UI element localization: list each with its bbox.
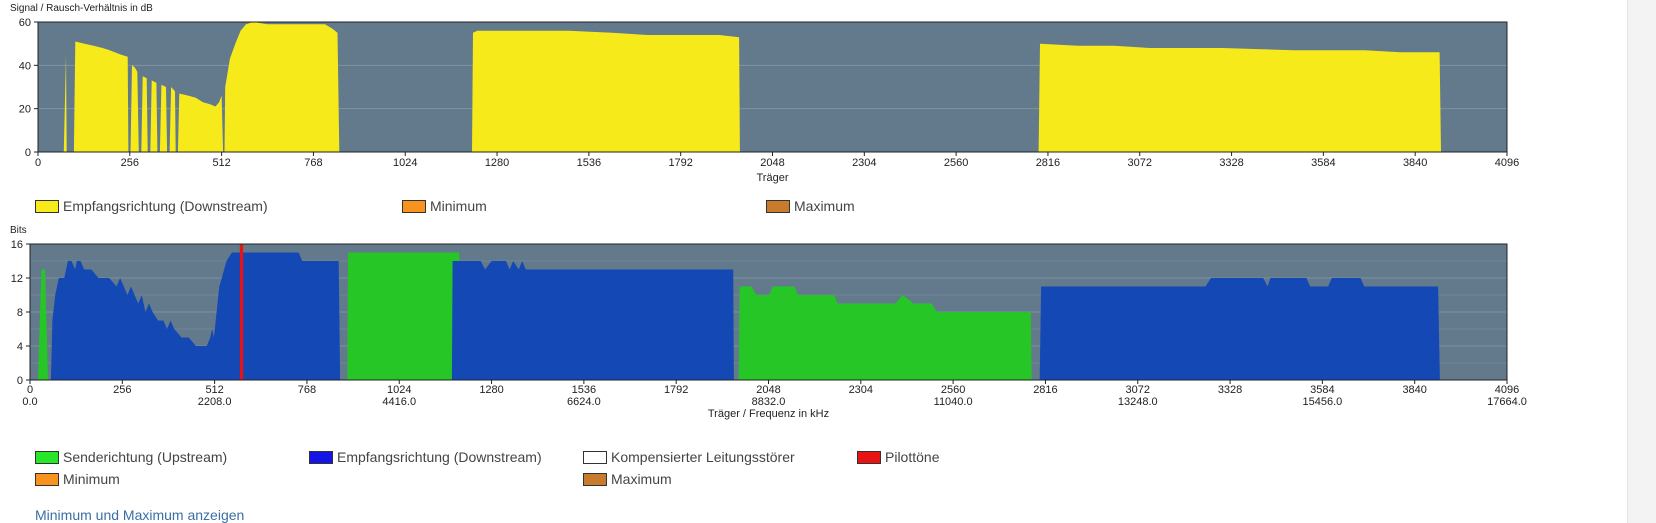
snr-chart: 0 20 40 60 0 256 512 768 1024 1280 1536 1792 2048 230… xyxy=(10,3,1519,184)
legend-snr-maximum[interactable]: Maximum xyxy=(766,198,855,214)
legend-swatch xyxy=(35,199,59,213)
x-freq-label: 6624.0 xyxy=(567,396,601,408)
y-tick-label: 4 xyxy=(17,341,23,353)
series-area-1 xyxy=(50,252,341,380)
legend-bits-upstream[interactable]: Senderichtung (Upstream) xyxy=(35,449,227,465)
legend-bits-minimum[interactable]: Minimum xyxy=(35,471,120,487)
legend-swatch xyxy=(766,199,790,213)
x-tick-label: 3328 xyxy=(1218,384,1242,396)
scrollbar[interactable] xyxy=(1627,0,1656,523)
show-min-max-link[interactable]: Minimum und Maximum anzeigen xyxy=(35,507,245,523)
legend-label: Maximum xyxy=(611,471,672,487)
legend-swatch xyxy=(583,450,607,464)
x-tick-label: 2048 xyxy=(760,157,784,169)
x-tick-label: 3840 xyxy=(1402,384,1426,396)
x-freq-label: 13248.0 xyxy=(1118,396,1158,408)
legend-label: Kompensierter Leitungsstörer xyxy=(611,449,795,465)
series-area-0 xyxy=(73,22,340,152)
x-tick-label: 3328 xyxy=(1219,157,1243,169)
x-tick-label: 1024 xyxy=(393,157,417,169)
x-freq-label: 4416.0 xyxy=(382,396,416,408)
y-axis-label: Bits xyxy=(10,225,27,236)
x-tick-label: 256 xyxy=(121,157,139,169)
series-area-0 xyxy=(738,286,1032,380)
x-tick-label: 1280 xyxy=(485,157,509,169)
y-tick-label: 16 xyxy=(11,239,23,251)
legend-swatch xyxy=(402,199,426,213)
x-tick-label: 3584 xyxy=(1310,384,1334,396)
x-tick-label: 2304 xyxy=(849,384,873,396)
series-area-0 xyxy=(472,30,740,153)
x-tick-label: 2560 xyxy=(941,384,965,396)
legend-bits-compensated[interactable]: Kompensierter Leitungsstörer xyxy=(583,449,795,465)
x-freq-label: 17664.0 xyxy=(1487,396,1527,408)
x-tick-label: 1280 xyxy=(479,384,503,396)
legend-bits-maximum[interactable]: Maximum xyxy=(583,471,672,487)
x-tick-label: 1536 xyxy=(577,157,601,169)
x-tick-label: 1536 xyxy=(572,384,596,396)
legend-label: Pilottöne xyxy=(885,449,940,465)
series-area-0 xyxy=(37,269,48,380)
x-tick-label: 768 xyxy=(304,157,322,169)
y-axis-label: Signal / Rausch-Verhältnis in dB xyxy=(10,3,153,14)
y-tick-label: 0 xyxy=(25,147,31,159)
legend-swatch xyxy=(309,450,333,464)
series-area-0 xyxy=(63,54,67,152)
x-tick-label: 3072 xyxy=(1126,384,1150,396)
legend-swatch xyxy=(583,472,607,486)
legend-swatch xyxy=(857,450,881,464)
y-tick-label: 40 xyxy=(19,60,31,72)
series-area-1 xyxy=(1039,278,1440,380)
x-tick-label: 512 xyxy=(205,384,223,396)
legend-label: Empfangsrichtung (Downstream) xyxy=(337,449,542,465)
x-tick-label: 1792 xyxy=(664,384,688,396)
y-tick-label: 12 xyxy=(11,273,23,285)
y-tick-label: 60 xyxy=(19,17,31,29)
legend-snr-minimum[interactable]: Minimum xyxy=(402,198,487,214)
series-area-1 xyxy=(451,261,734,380)
x-tick-label: 2048 xyxy=(756,384,780,396)
x-freq-label: 0.0 xyxy=(22,396,37,408)
legend-snr-downstream[interactable]: Empfangsrichtung (Downstream) xyxy=(35,198,268,214)
x-tick-label: 2816 xyxy=(1033,384,1057,396)
x-tick-label: 256 xyxy=(113,384,131,396)
x-freq-label: 11040.0 xyxy=(934,396,973,408)
y-tick-label: 0 xyxy=(17,375,23,387)
x-tick-label: 3584 xyxy=(1311,157,1335,169)
legend-label: Maximum xyxy=(794,198,855,214)
x-tick-label: 2560 xyxy=(944,157,968,169)
x-axis-label: Träger / Frequenz in kHz xyxy=(708,408,829,420)
series-area-0 xyxy=(1038,43,1441,153)
legend-swatch xyxy=(35,450,59,464)
x-tick-label: 0 xyxy=(27,384,33,396)
pilot-tone-bar xyxy=(239,244,244,380)
legend-bits-pilot[interactable]: Pilottöne xyxy=(857,449,939,465)
y-tick-label: 8 xyxy=(17,307,23,319)
x-freq-label: 15456.0 xyxy=(1302,396,1342,408)
legend-label: Empfangsrichtung (Downstream) xyxy=(63,198,268,214)
legend-bits-downstream[interactable]: Empfangsrichtung (Downstream) xyxy=(309,449,542,465)
x-freq-label: 2208.0 xyxy=(198,396,232,408)
x-tick-label: 4096 xyxy=(1495,157,1519,169)
x-tick-label: 1024 xyxy=(387,384,411,396)
legend-label: Minimum xyxy=(63,471,120,487)
x-tick-label: 768 xyxy=(298,384,316,396)
x-tick-label: 0 xyxy=(35,157,41,169)
legend-label: Senderichtung (Upstream) xyxy=(63,449,228,465)
x-freq-label: 8832.0 xyxy=(752,396,786,408)
legend-label: Minimum xyxy=(430,198,487,214)
y-tick-label: 20 xyxy=(19,104,31,116)
x-tick-label: 4096 xyxy=(1495,384,1519,396)
x-tick-label: 2304 xyxy=(852,157,876,169)
x-tick-label: 2816 xyxy=(1036,157,1060,169)
x-axis-label: Träger xyxy=(757,172,789,184)
legend-swatch xyxy=(35,472,59,486)
x-tick-label: 3072 xyxy=(1128,157,1152,169)
series-area-0 xyxy=(347,252,464,380)
x-tick-label: 512 xyxy=(212,157,230,169)
x-tick-label: 3840 xyxy=(1403,157,1427,169)
x-tick-label: 1792 xyxy=(668,157,692,169)
